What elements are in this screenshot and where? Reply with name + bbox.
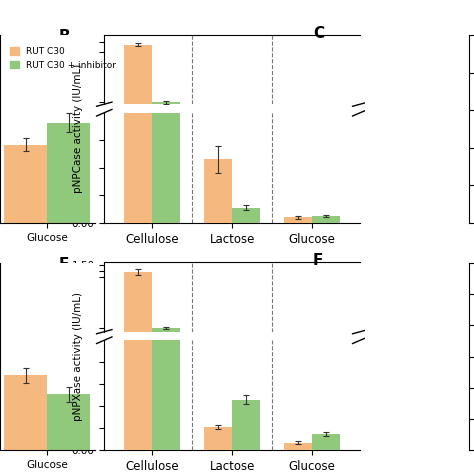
Bar	[284, 217, 312, 223]
Bar	[4, 375, 47, 450]
Bar	[124, 45, 152, 117]
Bar	[4, 145, 47, 223]
Bar	[204, 427, 232, 450]
Bar	[124, 272, 152, 350]
Text: F: F	[313, 254, 323, 268]
Bar	[152, 19, 180, 223]
Bar	[312, 434, 340, 450]
Bar	[232, 400, 260, 450]
Bar	[204, 159, 232, 223]
Text: pNPCase activity (IU/mL): pNPCase activity (IU/mL)	[73, 64, 83, 193]
Text: C: C	[313, 26, 324, 41]
Bar	[47, 394, 91, 450]
Text: B: B	[58, 29, 70, 45]
Bar	[152, 328, 180, 350]
Bar	[232, 348, 260, 350]
Bar	[204, 113, 232, 117]
Bar	[284, 443, 312, 450]
Legend: RUT C30, RUT C30 + inhibitor: RUT C30, RUT C30 + inhibitor	[7, 44, 120, 73]
Bar	[152, 102, 180, 117]
Bar	[232, 116, 260, 117]
Bar	[47, 123, 91, 223]
Bar	[124, 0, 152, 223]
Bar	[312, 216, 340, 223]
Bar	[204, 349, 232, 350]
Bar	[152, 16, 180, 450]
Bar	[124, 0, 152, 450]
Bar	[232, 208, 260, 223]
Text: E: E	[58, 257, 69, 272]
Text: pNPXase activity (IU/mL): pNPXase activity (IU/mL)	[73, 292, 83, 421]
